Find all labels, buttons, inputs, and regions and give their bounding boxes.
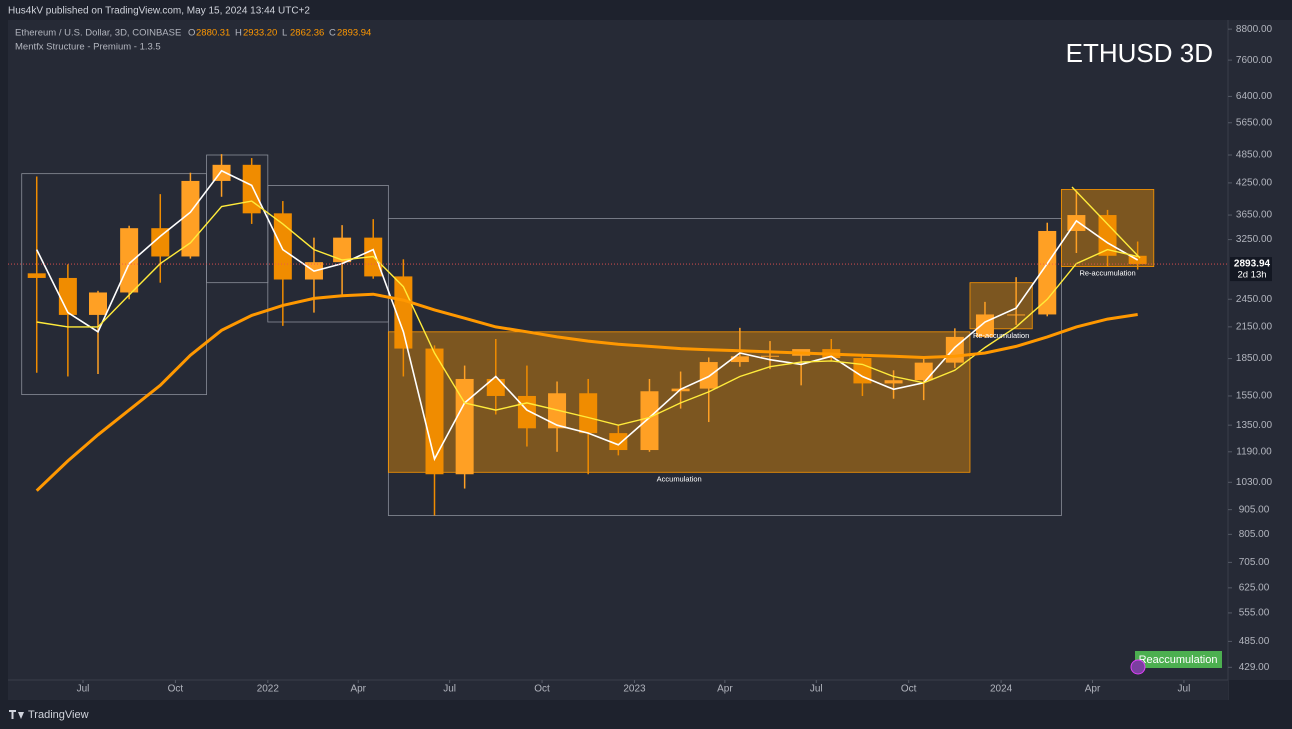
candle-body [945, 336, 964, 363]
candle-body [27, 273, 46, 278]
y-tick-label: 5650.00 [1236, 117, 1273, 128]
indicator: Mentfx Structure - Premium - 1.3.5 [15, 42, 161, 53]
badge-bg [1135, 651, 1222, 668]
x-tick-label: Apr [350, 684, 366, 695]
candle-body [394, 276, 413, 349]
ohlc-value: 2933.20 [243, 28, 277, 39]
zone-label: Accumulation [657, 474, 702, 483]
y-tick-label: 805.00 [1239, 529, 1270, 540]
price-tag-label: 2893.94 [1234, 259, 1271, 270]
y-tick-label: 7600.00 [1236, 55, 1273, 66]
y-tick-label: 555.00 [1239, 608, 1270, 619]
plot [21, 154, 1155, 516]
x-tick-label: Oct [901, 684, 917, 695]
countdown: 2d 13h [1237, 270, 1266, 281]
price-tag [1230, 257, 1272, 282]
candle-body [640, 391, 659, 451]
structure-box [21, 173, 207, 396]
trendline [1071, 186, 1141, 259]
ohlc-value: 2862.36 [290, 28, 324, 39]
candle-body [609, 433, 628, 451]
publisher: Hus4kV published on TradingView.com, May… [8, 6, 310, 17]
y-tick-label: 485.00 [1239, 636, 1270, 647]
candle-body [89, 292, 107, 315]
ohlc-key: H [235, 28, 242, 39]
icon [1130, 659, 1146, 675]
y-tick-label: 1190.00 [1236, 446, 1272, 457]
y-tick-label: 4850.00 [1236, 150, 1273, 161]
candle-body [730, 356, 749, 363]
zone-label: Re-accumulation [973, 331, 1029, 340]
candle-body [486, 378, 505, 396]
x-tick-label: Oct [168, 684, 184, 695]
x-tick-label: Jul [443, 684, 456, 695]
candle-body [120, 228, 139, 293]
price-axis [1228, 20, 1292, 680]
logo [9, 710, 24, 719]
zone [387, 331, 971, 473]
x-tick-label: Apr [1085, 684, 1101, 695]
x-tick-label: Jul [77, 684, 90, 695]
candle-body [273, 213, 292, 280]
symbol: Ethereum / U.S. Dollar, 3D, COINBASE [15, 28, 181, 39]
candle-body [333, 237, 352, 263]
y-tick-label: 905.00 [1239, 504, 1270, 515]
y-tick-label: 3650.00 [1236, 210, 1273, 221]
footer: TradingView [28, 709, 89, 721]
x-tick-label: Apr [717, 684, 733, 695]
y-tick-label: 1350.00 [1236, 420, 1273, 431]
candle-body [425, 348, 444, 475]
y-tick-label: 1030.00 [1236, 477, 1273, 488]
ohlc-value: 2893.94 [337, 28, 371, 39]
x-tick-label: Jul [810, 684, 823, 695]
candle-body [58, 277, 77, 315]
candle-body [1067, 215, 1086, 231]
candle-body [151, 228, 170, 257]
y-tick-label: 2150.00 [1236, 321, 1273, 332]
candle-body [1007, 314, 1026, 316]
candle-body [242, 164, 261, 214]
ohlc-key: O [188, 28, 195, 39]
y-tick-label: 3250.00 [1236, 234, 1273, 245]
x-tick-label: Jul [1178, 684, 1191, 695]
y-tick-label: 625.00 [1239, 582, 1270, 593]
candle-body [181, 180, 200, 257]
zone-label: Re-accumulation [1079, 269, 1135, 278]
candle-body [517, 395, 536, 429]
x-tick-label: 2024 [990, 684, 1013, 695]
badge: Reaccumulation [1139, 654, 1218, 666]
candle-body [455, 378, 474, 475]
ma-line [36, 200, 1138, 426]
candle-body [914, 362, 933, 381]
y-tick-label: 2450.00 [1236, 294, 1273, 305]
y-tick-label: 705.00 [1239, 557, 1270, 568]
candle-body [579, 393, 598, 434]
x-tick-label: 2022 [257, 684, 280, 695]
candle-body [761, 355, 780, 357]
candle-body [884, 380, 903, 384]
x-tick-label: 2023 [623, 684, 646, 695]
plot-area [8, 20, 1228, 680]
time-axis [8, 680, 1228, 700]
ma-line [35, 292, 1138, 492]
y-tick-label: 429.00 [1239, 662, 1270, 673]
chart-title: ETHUSD 3D [1066, 38, 1213, 68]
ohlc-key: C [329, 28, 336, 39]
y-tick-label: 6400.00 [1236, 91, 1273, 102]
candle-body [699, 362, 718, 389]
ohlc-key: L [282, 28, 287, 39]
ma-line [35, 169, 1139, 462]
y-tick-label: 1550.00 [1236, 391, 1273, 402]
y-tick-label: 8800.00 [1236, 24, 1273, 35]
x-tick-label: Oct [534, 684, 550, 695]
y-tick-label: 4250.00 [1236, 178, 1273, 189]
ohlc-value: 2880.31 [196, 28, 230, 39]
y-tick-label: 1850.00 [1236, 353, 1273, 364]
